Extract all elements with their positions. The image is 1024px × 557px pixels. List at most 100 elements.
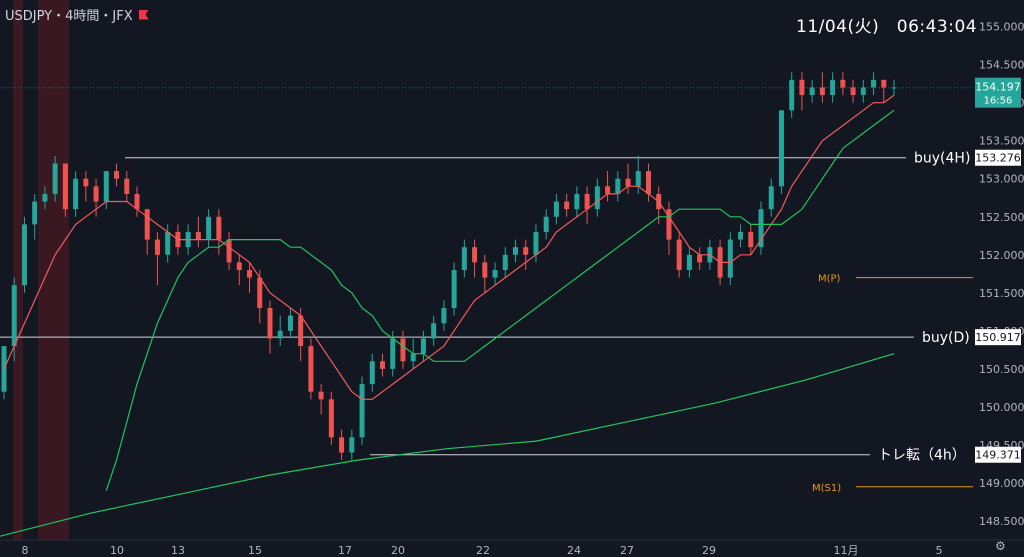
x-tick-label: 17 xyxy=(338,544,352,557)
y-tick-label: 152.500 xyxy=(979,211,1024,224)
candle-body xyxy=(287,315,293,331)
level-badge-text: 150.917 xyxy=(975,331,1021,344)
candle-body xyxy=(11,285,17,347)
level-label: buy(D) xyxy=(922,330,970,346)
candle-body xyxy=(697,254,703,263)
candle-body xyxy=(380,361,386,369)
candle-body xyxy=(472,247,478,263)
candle-body xyxy=(564,201,570,210)
y-tick-label: 154.500 xyxy=(979,59,1024,72)
candle-body xyxy=(369,361,375,385)
y-tick-label: 155.000 xyxy=(979,21,1024,34)
candle-body xyxy=(32,201,38,225)
level-label: buy(4H) xyxy=(914,151,970,167)
current-price-text: 154.197 xyxy=(975,81,1021,94)
candle-body xyxy=(625,178,631,187)
x-tick-label: 10 xyxy=(110,544,124,557)
candle-body xyxy=(308,346,314,392)
candle-body xyxy=(738,231,744,240)
candle-body xyxy=(165,231,171,255)
candle-body xyxy=(482,262,488,278)
candle-body xyxy=(328,399,334,438)
x-tick-label: 20 xyxy=(391,544,405,557)
candle-body xyxy=(114,171,120,179)
candle-body xyxy=(83,178,89,187)
candle-body xyxy=(543,216,549,232)
candle-body xyxy=(502,254,508,270)
y-tick-label: 153.000 xyxy=(979,173,1024,186)
gear-icon[interactable]: ⚙ xyxy=(995,539,1006,553)
ma-slow-line xyxy=(0,353,895,537)
pivot-label: M(P) xyxy=(818,274,841,285)
ma-fast-line xyxy=(3,94,895,400)
candle-body xyxy=(441,308,447,324)
candle-body xyxy=(103,171,109,202)
level-badge xyxy=(975,329,1021,346)
y-tick-label: 148.500 xyxy=(979,515,1024,528)
candle-body xyxy=(850,87,856,96)
candle-body xyxy=(789,79,795,111)
y-tick-label: 153.500 xyxy=(979,135,1024,148)
candle-body xyxy=(124,178,130,194)
y-tick-label: 149.000 xyxy=(979,477,1024,490)
symbol-header[interactable]: USDJPY・4時間・JFX xyxy=(5,5,149,24)
candle-body xyxy=(154,239,160,255)
candle-body xyxy=(144,209,150,240)
candle-body xyxy=(277,330,283,339)
candle-body xyxy=(553,201,559,217)
candle-body xyxy=(410,353,416,362)
candle-body xyxy=(727,239,733,278)
level-label: トレ転（4h） xyxy=(878,448,966,464)
candle-body xyxy=(93,186,99,202)
candle-body xyxy=(666,209,672,240)
x-tick-label: 8 xyxy=(22,544,29,557)
x-tick-label: 29 xyxy=(702,544,716,557)
candle-body xyxy=(451,270,457,309)
level-badge xyxy=(975,149,1021,166)
flag-icon[interactable] xyxy=(138,9,149,20)
x-tick-label: 13 xyxy=(171,544,185,557)
candle-body xyxy=(134,193,140,210)
candle-body xyxy=(512,247,518,255)
candle-body xyxy=(758,209,764,248)
candle-body xyxy=(748,231,754,248)
candle-body xyxy=(594,186,600,210)
countdown-text: 16:56 xyxy=(984,96,1013,107)
candle-body xyxy=(871,79,877,88)
pivot-label: M(S1) xyxy=(812,483,841,494)
candle-body xyxy=(676,239,682,270)
candle-body xyxy=(768,186,774,210)
candle-body xyxy=(615,178,621,194)
y-tick-label: 152.000 xyxy=(979,249,1024,262)
candle-body xyxy=(431,323,437,339)
x-tick-label: 11月 xyxy=(834,544,859,557)
level-badge-text: 153.276 xyxy=(975,152,1021,165)
candle-body xyxy=(73,178,79,210)
candle-body xyxy=(42,193,48,202)
x-tick-label: 22 xyxy=(476,544,490,557)
y-tick-label: 150.000 xyxy=(979,401,1024,414)
candle-body xyxy=(257,277,263,309)
x-tick-label: 5 xyxy=(936,544,943,557)
candle-body xyxy=(881,79,887,88)
candle-body xyxy=(830,79,836,96)
candle-body xyxy=(819,87,825,96)
candle-body xyxy=(52,163,58,194)
candle-body xyxy=(605,186,611,194)
ma-mid-line xyxy=(105,109,895,491)
candle-body xyxy=(247,270,253,278)
candle-body xyxy=(21,224,27,286)
level-badge-text: 149.371 xyxy=(975,449,1021,462)
candle-body xyxy=(400,338,406,362)
datetime-label: 11/04(火) 06:43:04 xyxy=(796,17,978,37)
candle-body xyxy=(62,163,68,210)
session-shade xyxy=(13,0,23,540)
candle-body xyxy=(226,239,232,263)
session-shade xyxy=(38,0,69,540)
candle-body xyxy=(778,110,784,187)
candle-body xyxy=(420,338,426,354)
y-tick-label: 150.500 xyxy=(979,363,1024,376)
candle-body xyxy=(339,437,345,453)
